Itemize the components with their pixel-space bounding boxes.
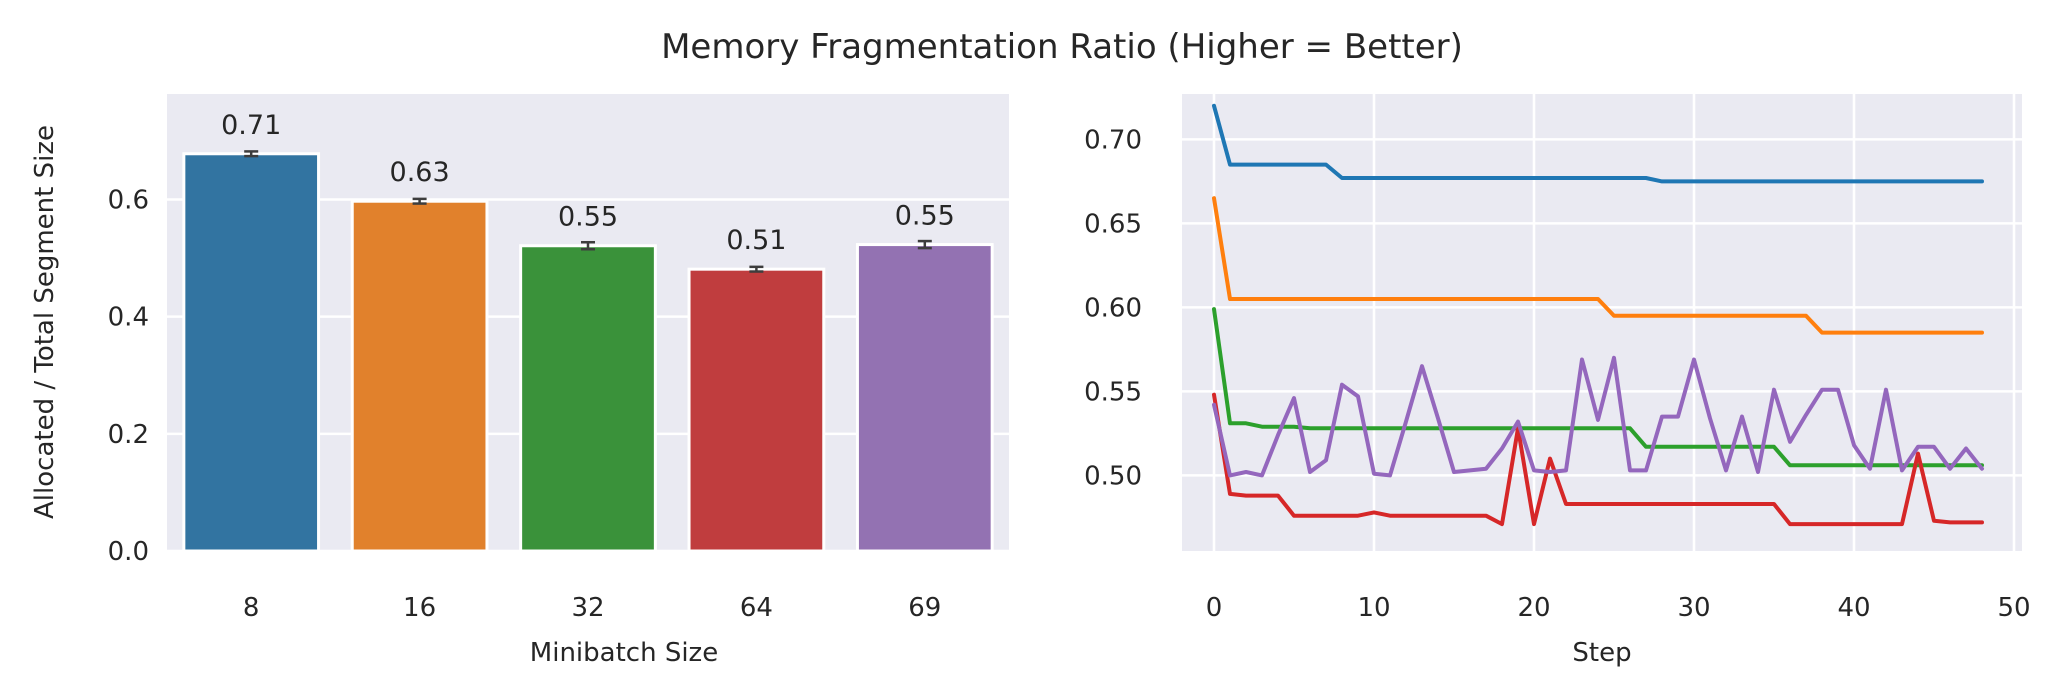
bar-x-tick-labels: 8 16 32 64 69 [243,593,941,623]
bar-y-tick-label: 0.4 [108,303,149,333]
bar [855,243,994,553]
line-x-axis-label: Step [1572,638,1631,668]
line-series [1212,392,1984,527]
bar-x-tick-label: 16 [403,593,436,623]
line-x-tick-label: 50 [1997,593,2030,623]
bar-data-label: 0.55 [895,201,955,232]
line-y-tick-label: 0.70 [1084,125,1142,155]
line-x-tick-label: 0 [1206,593,1223,623]
line-y-tick-label: 0.50 [1084,461,1142,491]
line-y-tick-label: 0.65 [1084,209,1142,239]
line-series [1212,355,1984,478]
bar-data-label: 0.51 [726,225,786,256]
line-y-tick-label: 0.55 [1084,377,1142,407]
bar-y-tick-label: 0.2 [108,420,149,450]
bar-data-labels: 0.71 0.63 0.55 0.51 0.55 [221,110,955,256]
bar [350,199,489,553]
bar-data-label: 0.71 [221,110,281,141]
bar-x-axis-label: Minibatch Size [530,638,718,668]
bar-x-tick-label: 64 [740,593,773,623]
bar-x-tick-label: 69 [908,593,941,623]
line-x-tick-label: 20 [1517,593,1550,623]
bar-x-tick-label: 32 [571,593,604,623]
figure-title: Memory Fragmentation Ratio (Higher = Bet… [661,27,1463,67]
line-series [1212,103,1984,184]
bar [519,244,657,553]
bar-marks [182,152,994,553]
bar-data-label: 0.55 [558,202,618,233]
bar-x-tick-label: 8 [243,593,260,623]
bar-data-label: 0.63 [390,157,450,188]
line-chart: 0.50 0.55 0.60 0.65 0.70 0 10 20 30 40 50 Step [1084,94,2031,668]
line-x-tick-labels: 0 10 20 30 40 50 [1206,593,2031,623]
line-x-tick-label: 10 [1357,593,1390,623]
bar-chart: 0.0 0.2 0.4 0.6 0.71 0.63 0.55 0.51 0.55 8 16 32 6… [30,94,1009,668]
bar-y-tick-label: 0.0 [108,537,149,567]
bar-y-tick-labels: 0.0 0.2 0.4 0.6 [108,185,149,567]
bar [687,267,826,553]
line-x-tick-label: 40 [1837,593,1870,623]
line-y-tick-label: 0.60 [1084,293,1142,323]
bar-y-tick-label: 0.6 [108,185,149,215]
line-series [1212,196,1984,335]
line-x-tick-label: 30 [1677,593,1710,623]
line-series-group [1212,103,1984,527]
bar-y-axis-label: Allocated / Total Segment Size [30,125,60,519]
bar [182,152,321,553]
line-y-tick-labels: 0.50 0.55 0.60 0.65 0.70 [1084,125,1142,491]
bar-error-bars [244,150,932,273]
line-series [1212,307,1984,468]
line-plot-area [1182,94,2022,551]
